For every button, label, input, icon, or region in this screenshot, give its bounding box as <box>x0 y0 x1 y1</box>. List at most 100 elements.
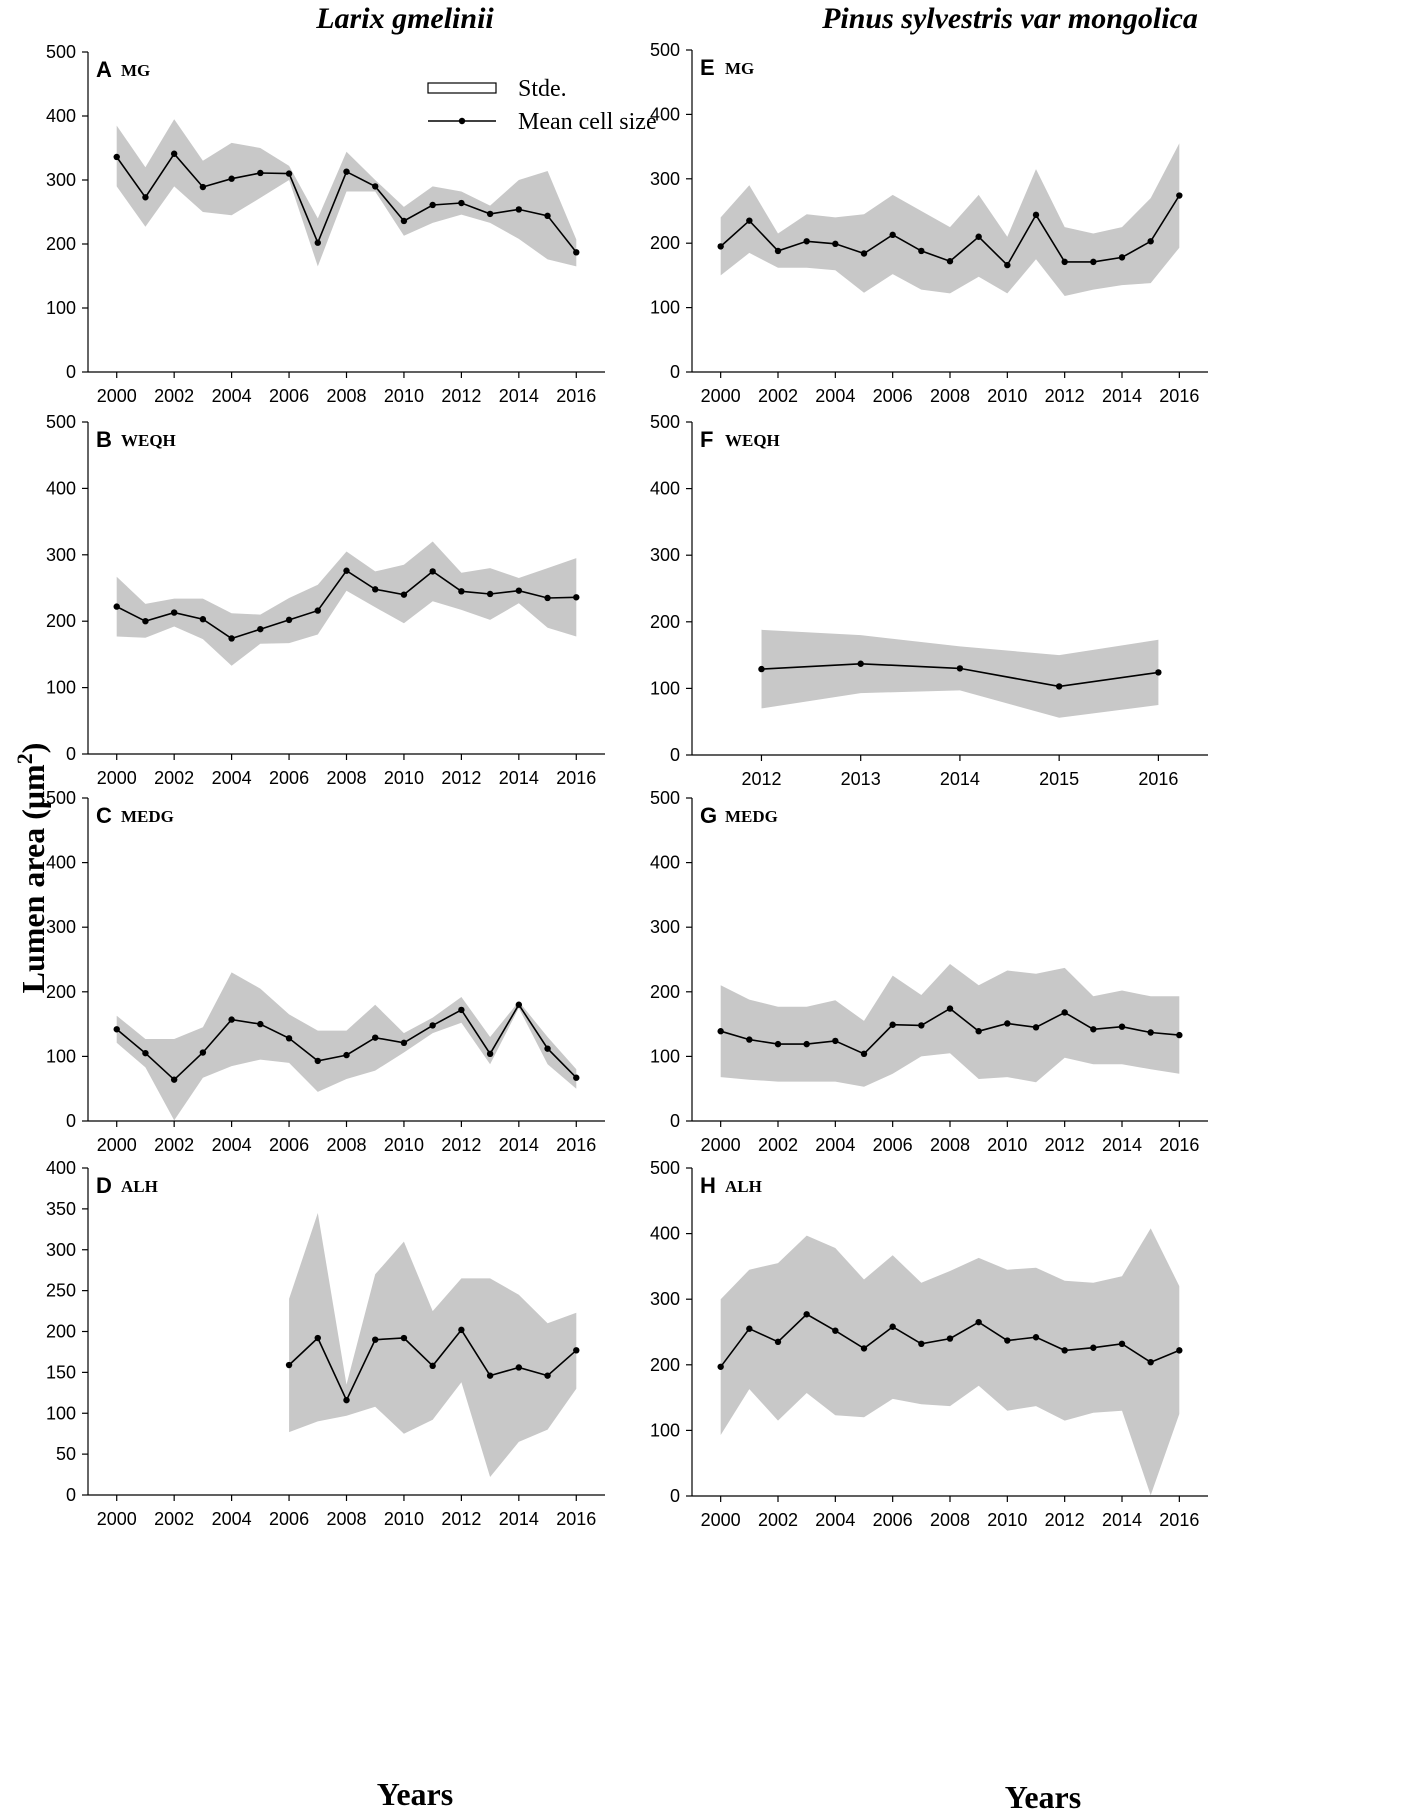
y-tick-label: 400 <box>46 478 76 498</box>
data-point <box>1118 254 1126 261</box>
data-point <box>486 1050 494 1058</box>
data-point <box>486 590 494 598</box>
y-tick-label: 500 <box>46 788 76 808</box>
y-tick-label: 100 <box>650 298 680 318</box>
x-tick-label: 2000 <box>97 768 137 788</box>
data-point <box>717 243 724 250</box>
data-point <box>918 1022 925 1029</box>
panel-site: WEQH <box>725 431 780 450</box>
y-tick-label: 250 <box>46 1281 76 1301</box>
x-tick-label: 2008 <box>930 1510 970 1530</box>
x-tick-label: 2010 <box>987 1510 1027 1530</box>
panel-letter: G <box>700 803 717 828</box>
panel-site: MG <box>725 59 754 78</box>
data-point <box>758 665 765 673</box>
x-tick-label: 2004 <box>815 1510 855 1530</box>
data-point <box>1061 1009 1068 1016</box>
x-tick-label: 2006 <box>873 386 913 406</box>
x-tick-label: 2002 <box>758 1510 798 1530</box>
data-point <box>458 588 465 595</box>
x-tick-label: 2000 <box>97 386 137 406</box>
y-tick-label: 300 <box>46 170 76 190</box>
data-point <box>1118 1023 1126 1030</box>
panel-letter: D <box>96 1173 112 1198</box>
data-point <box>1004 1020 1011 1027</box>
y-tick-label: 300 <box>650 169 680 189</box>
std-error-band <box>720 143 1180 296</box>
data-point <box>343 1051 350 1059</box>
data-point <box>170 609 178 616</box>
panel-g: 0 100 200 300 400 500 2000 2002 2004 2006 2008 2010… <box>650 788 1208 1155</box>
x-tick-label: 2008 <box>326 768 366 788</box>
x-tick-label: 2008 <box>326 1135 366 1155</box>
y-tick-label: 200 <box>650 233 680 253</box>
panel-site: MEDG <box>725 807 778 826</box>
data-point <box>1032 1334 1040 1341</box>
y-tick-label: 0 <box>670 1486 680 1506</box>
data-point <box>285 1361 293 1369</box>
std-error-band <box>116 541 577 666</box>
x-tick-label: 2004 <box>212 768 252 788</box>
panel-letter: B <box>96 427 112 452</box>
y-tick-label: 350 <box>46 1199 76 1219</box>
data-point <box>400 217 408 225</box>
x-tick-label: 2006 <box>873 1135 913 1155</box>
x-tick-label: 2000 <box>701 1510 741 1530</box>
data-point <box>257 625 264 633</box>
x-tick-label: 2002 <box>154 1135 194 1155</box>
y-tick-label: 400 <box>650 479 680 499</box>
y-tick-label: 500 <box>650 1158 680 1178</box>
y-axis-label-close: ) <box>15 743 51 754</box>
data-point <box>544 594 551 602</box>
x-tick-label: 2010 <box>987 386 1027 406</box>
data-point <box>372 586 379 593</box>
data-point <box>1032 1024 1040 1031</box>
data-point <box>400 591 408 598</box>
legend: Stde. Mean cell size <box>427 76 657 135</box>
data-point <box>860 250 868 257</box>
panel-letter: E <box>700 55 715 80</box>
x-tick-label: 2006 <box>269 768 309 788</box>
x-tick-label: 2002 <box>154 768 194 788</box>
data-point <box>1147 1029 1154 1036</box>
x-tick-label: 2014 <box>1102 386 1142 406</box>
panel-e: 0 100 200 300 400 500 2000 2002 2004 2006 2008 2010… <box>650 40 1208 406</box>
data-point <box>170 150 178 157</box>
x-tick-label: 2012 <box>1045 1135 1085 1155</box>
data-point <box>860 1345 868 1352</box>
y-tick-label: 0 <box>670 362 680 382</box>
y-tick-label: 0 <box>66 1485 76 1505</box>
data-point <box>889 231 896 239</box>
data-point <box>228 635 235 642</box>
data-point <box>372 1336 379 1343</box>
data-point <box>1004 261 1011 269</box>
data-point <box>975 233 982 240</box>
data-point <box>343 567 350 574</box>
data-point <box>1090 1344 1097 1351</box>
data-point <box>429 1022 436 1029</box>
data-point <box>573 249 580 256</box>
data-point <box>113 1026 120 1033</box>
data-point <box>285 170 293 177</box>
panels: 0 100 200 300 400 500 2000 2002 2004 2006 2008 2010… <box>46 40 1208 1530</box>
x-tick-label: 2016 <box>556 1135 596 1155</box>
data-point <box>458 199 465 207</box>
y-tick-label: 400 <box>650 853 680 873</box>
data-point <box>774 1040 782 1048</box>
data-point <box>257 1020 264 1028</box>
y-tick-label: 400 <box>46 1158 76 1178</box>
data-point <box>573 1074 580 1081</box>
data-point <box>889 1323 896 1330</box>
data-point <box>400 1334 408 1342</box>
legend-line-label: Mean cell size <box>518 109 657 135</box>
data-point <box>343 168 350 175</box>
y-tick-label: 100 <box>46 678 76 698</box>
data-point <box>832 240 839 248</box>
data-point <box>142 618 149 625</box>
x-tick-label: 2016 <box>1159 386 1199 406</box>
data-point <box>314 1057 321 1065</box>
x-tick-label: 2010 <box>384 768 424 788</box>
y-tick-label: 100 <box>46 1046 76 1066</box>
data-point <box>803 1040 810 1048</box>
data-point <box>803 1311 810 1318</box>
